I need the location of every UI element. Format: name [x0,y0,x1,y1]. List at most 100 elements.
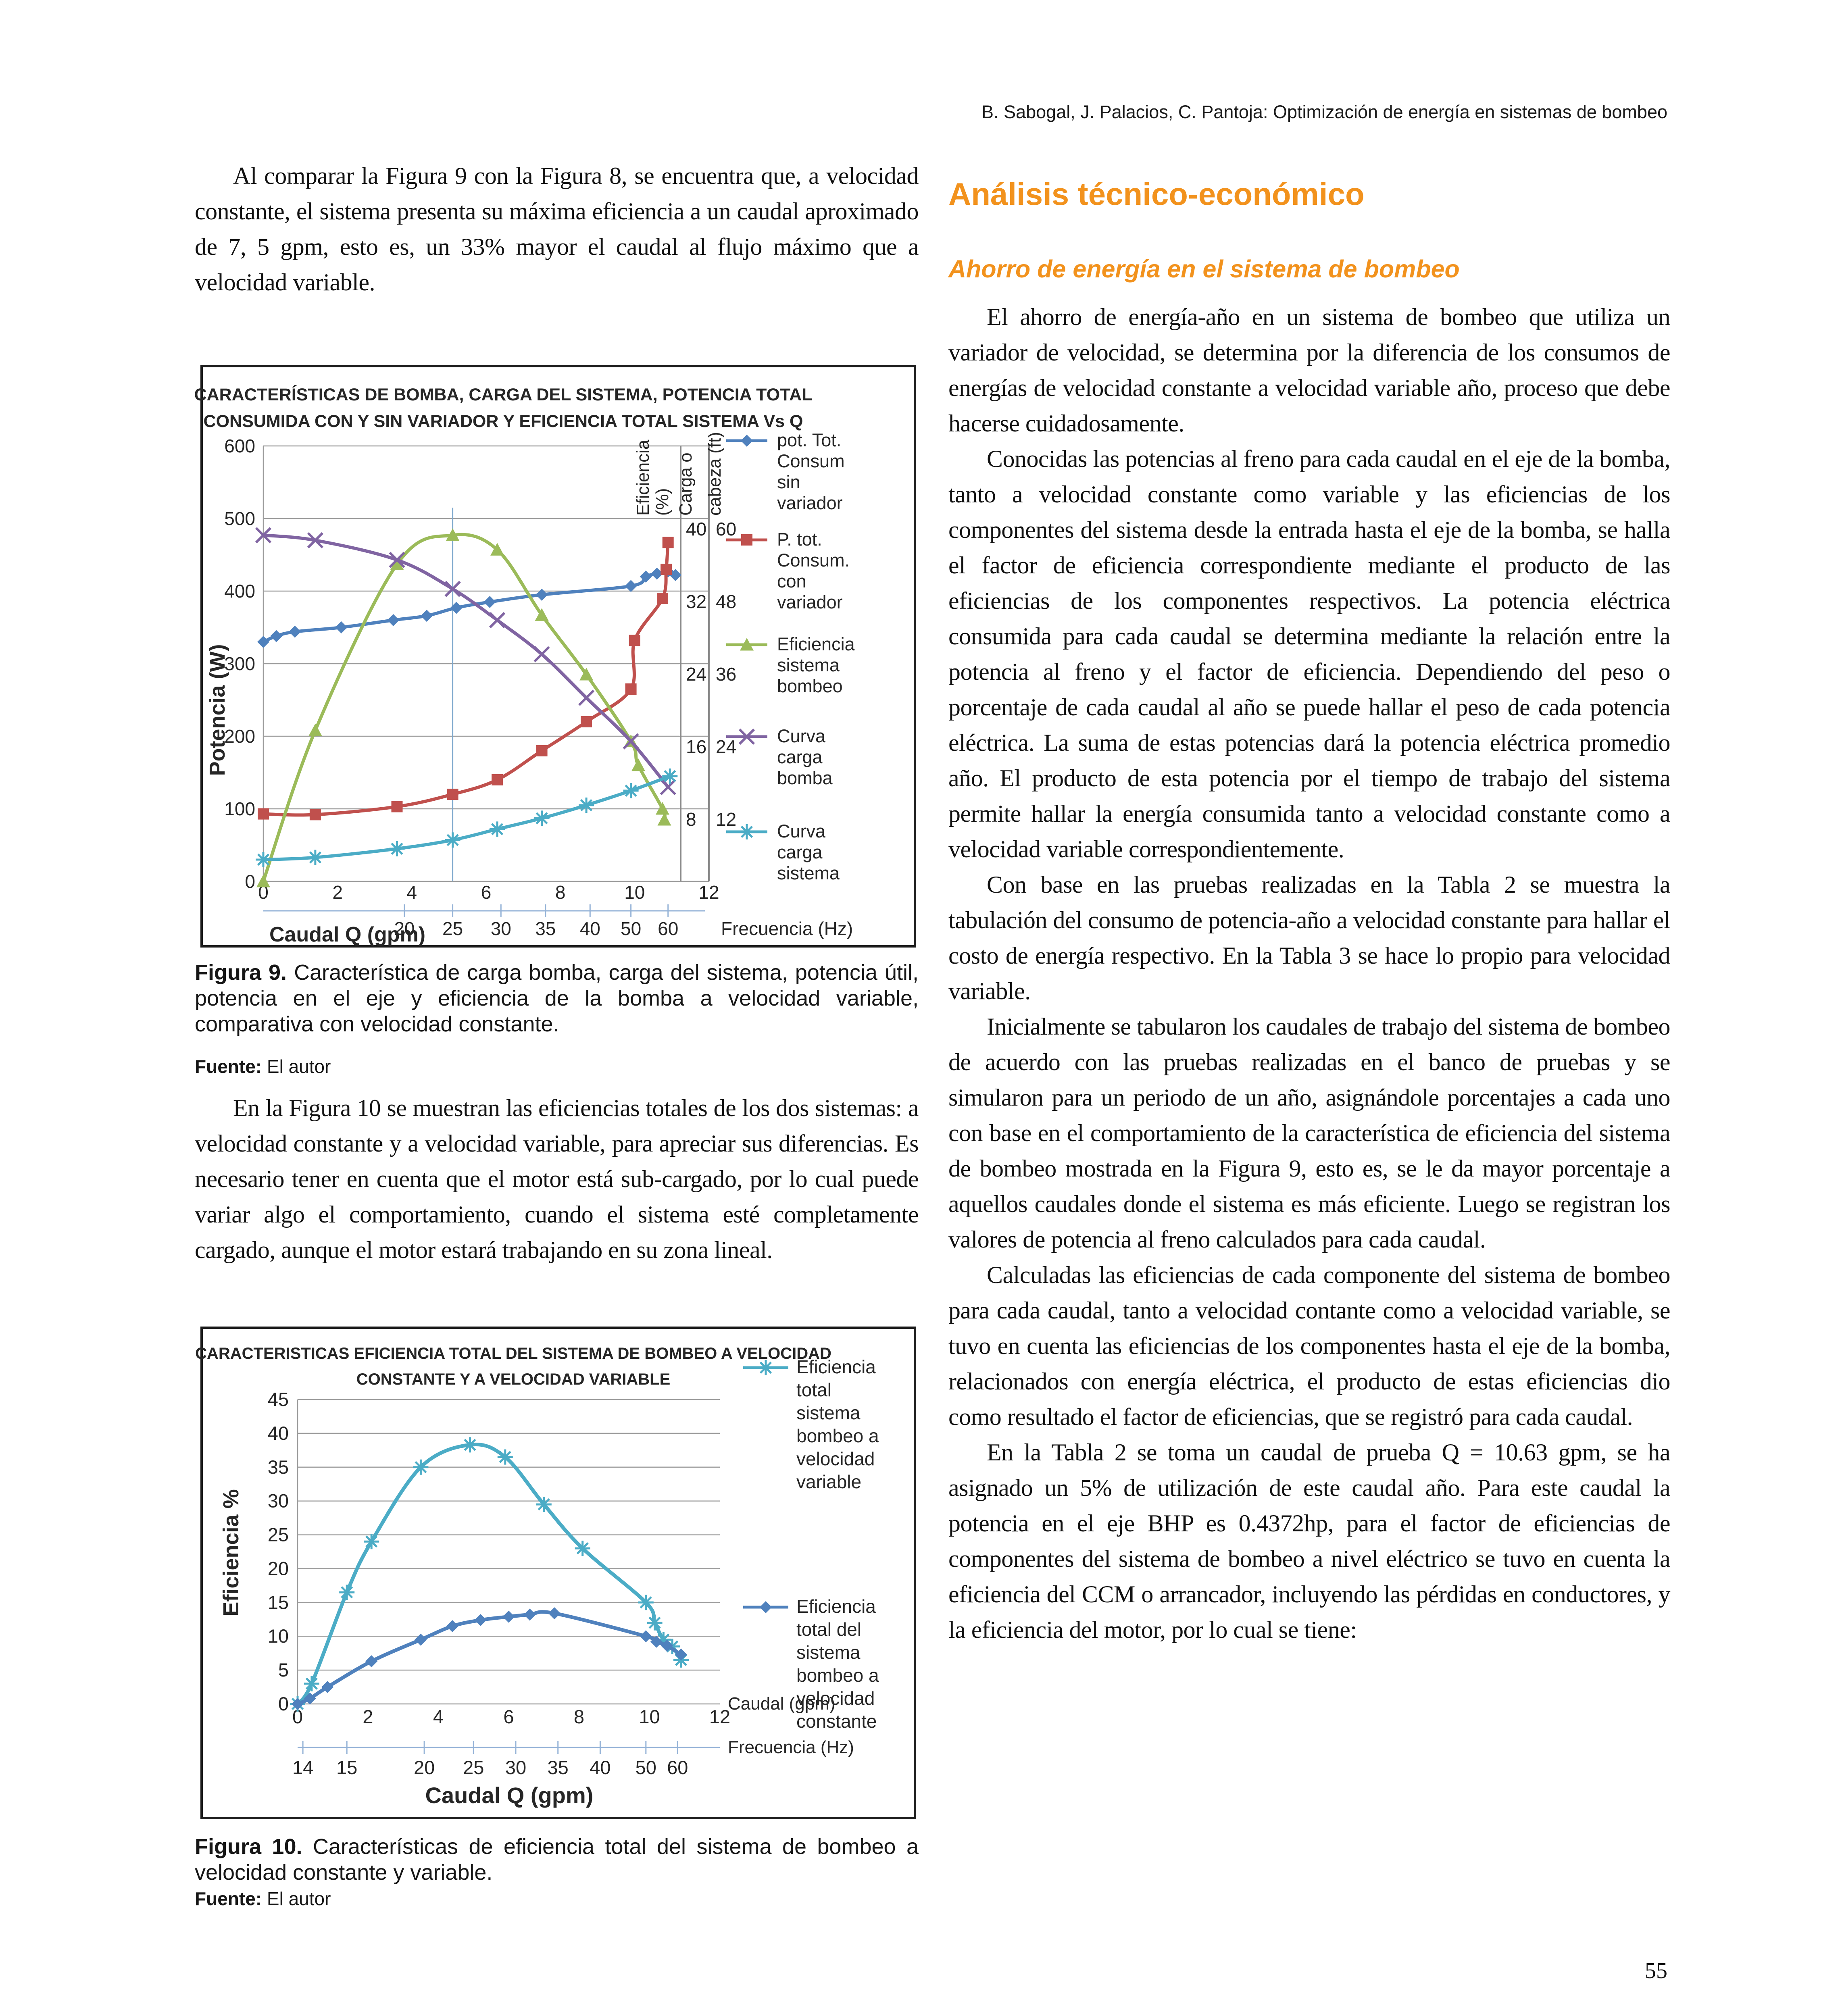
figure10-source-label: Fuente: [195,1888,262,1909]
svg-text:Consum: Consum [777,451,845,471]
series [258,537,674,821]
svg-text:carga: carga [777,842,823,862]
svg-text:Caudal (gpm): Caudal (gpm) [728,1694,836,1714]
svg-text:con: con [777,571,806,591]
marker-x [578,689,595,706]
svg-text:bombeo a: bombeo a [796,1665,879,1686]
marker-diamond [446,1620,458,1633]
left-column-intro: Al comparar la Figura 9 con la Figura 8,… [195,158,919,300]
marker-diamond [760,1601,772,1613]
axis-labels: Caudal Q (gpm) Potencia (W) Frecuencia (Hz… [205,644,853,946]
marker-asterisk [307,850,323,865]
marker-triangle [631,758,645,771]
svg-text:variador: variador [777,493,843,513]
marker-x [307,532,324,549]
marker-asterisk [497,1449,513,1465]
series-line [296,1443,683,1706]
svg-text:40: 40 [580,918,600,939]
series [256,528,671,887]
figure10-chart: CARACTERISTICAS EFICIENCIA TOTAL DEL SIS… [195,1329,914,1817]
intro-paragraph: Al comparar la Figura 9 con la Figura 8,… [195,162,919,296]
svg-text:Caudal Q (gpm): Caudal Q (gpm) [425,1783,594,1808]
marker-asterisk [739,824,754,839]
marker-x [255,527,272,544]
marker-diamond [450,602,463,614]
svg-text:24: 24 [716,736,736,757]
marker-asterisk [647,1615,663,1631]
svg-text:20: 20 [414,1757,435,1778]
marker-asterisk [413,1459,429,1475]
svg-text:8: 8 [555,882,566,903]
chart-title: CARACTERÍSTICAS DE BOMBA, CARGA DEL SIST… [194,385,813,431]
svg-text:200: 200 [224,726,255,747]
marker-asterisk [579,798,594,813]
marker-diamond [335,621,348,633]
section-subheading: Ahorro de energía en el sistema de bombe… [948,255,1460,283]
svg-text:12: 12 [709,1706,730,1727]
series-line [262,775,672,861]
figure10-caption-label: Figura 10. [195,1835,302,1859]
paragraph-ahorro-5: Calculadas las eficiencias de cada compo… [948,1262,1671,1430]
svg-text:variable: variable [796,1471,861,1492]
marker-diamond [257,636,269,648]
marker-square [536,745,548,756]
paragraph-ahorro-3: Con base en las pruebas realizadas en la… [948,871,1671,1004]
marker-asterisk [256,852,271,867]
svg-text:6: 6 [503,1706,514,1727]
marker-diamond [415,1633,427,1646]
svg-text:25: 25 [463,1757,484,1778]
svg-text:8: 8 [574,1706,584,1727]
series [255,527,676,796]
svg-text:20: 20 [268,1558,289,1579]
svg-text:400: 400 [224,581,255,602]
svg-text:14: 14 [292,1757,313,1778]
figure10-caption: Figura 10. Características de eficiencia… [195,1834,919,1885]
svg-text:36: 36 [716,664,736,685]
svg-text:40: 40 [686,519,706,539]
secondary-axis: 40 32 24 16 8 Eficiencia (%) [633,439,706,881]
marker-square [629,635,640,646]
figure9-caption-label: Figura 9. [195,960,287,985]
svg-text:constante: constante [796,1711,877,1732]
paragraph-ahorro-6: En la Tabla 2 se toma un caudal de prueb… [948,1439,1671,1643]
marker-diamond [536,589,548,601]
svg-text:sistema: sistema [777,655,840,675]
svg-text:Curva: Curva [777,726,826,746]
svg-text:40: 40 [268,1422,289,1444]
svg-text:8: 8 [686,809,696,830]
svg-text:30: 30 [268,1490,289,1512]
left-column-para2: En la Figura 10 se muestran las eficienc… [195,1090,919,1268]
marker-diamond [502,1610,515,1623]
page-number: 55 [1645,1958,1667,1983]
chart-title: CARACTERISTICAS EFICIENCIA TOTAL DEL SIS… [195,1345,831,1388]
svg-text:12: 12 [716,809,736,830]
svg-text:60: 60 [716,519,736,539]
marker-asterisk [536,1497,552,1512]
marker-x [623,733,639,750]
series [256,768,678,867]
marker-asterisk [304,1676,319,1691]
marker-square [625,683,637,695]
marker-diamond [650,1635,663,1648]
series [292,1607,687,1710]
svg-text:sistema: sistema [777,863,840,883]
svg-text:12: 12 [698,882,719,903]
svg-text:50: 50 [636,1757,656,1778]
svg-text:16: 16 [686,736,706,757]
series [257,565,682,648]
marker-square [661,564,672,575]
svg-text:Eficiencia: Eficiencia [777,634,855,654]
frequency-axis: 20 25 30 35 40 50 60 [263,904,705,939]
marker-triangle [579,668,594,681]
marker-triangle [308,723,322,737]
marker-square [492,774,503,785]
svg-text:35: 35 [548,1757,569,1778]
axis-labels: Caudal Q (gpm) Eficiencia % Frecuencia (Hz… [219,1489,854,1808]
marker-diamond [483,596,496,608]
marker-triangle [446,528,460,541]
figure10-source: Fuente: El autor [195,1888,919,1910]
svg-text:Caudal Q (gpm): Caudal Q (gpm) [269,923,425,946]
